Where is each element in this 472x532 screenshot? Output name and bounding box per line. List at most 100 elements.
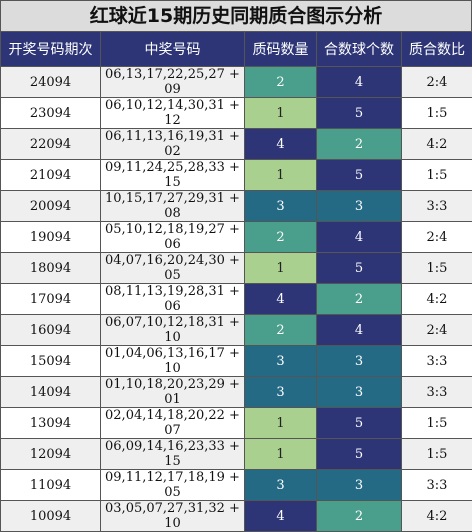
numbers-cell: 06,13,17,22,25,27 + 09	[101, 67, 245, 98]
numbers-cell: 02,04,14,18,20,22 + 07	[101, 408, 245, 439]
composite-count-cell: 5	[317, 408, 402, 439]
issue-cell: 14094	[1, 377, 101, 408]
issue-cell: 11094	[1, 470, 101, 501]
issue-cell: 17094	[1, 284, 101, 315]
ratio-cell: 2:4	[402, 67, 472, 98]
prime-count-cell: 1	[245, 98, 317, 129]
issue-cell: 23094	[1, 98, 101, 129]
composite-count-cell: 3	[317, 346, 402, 377]
prime-count-cell: 4	[245, 284, 317, 315]
numbers-cell: 01,04,06,13,16,17 + 10	[101, 346, 245, 377]
numbers-cell: 09,11,24,25,28,33 + 15	[101, 160, 245, 191]
numbers-cell: 01,10,18,20,23,29 + 01	[101, 377, 245, 408]
numbers-cell: 05,10,12,18,19,27 + 06	[101, 222, 245, 253]
ratio-cell: 2:4	[402, 315, 472, 346]
issue-cell: 13094	[1, 408, 101, 439]
numbers-cell: 06,10,12,14,30,31 + 12	[101, 98, 245, 129]
numbers-cell: 10,15,17,27,29,31 + 08	[101, 191, 245, 222]
header-prime-count: 质码数量	[245, 32, 317, 67]
prime-count-cell: 4	[245, 129, 317, 160]
header-issue: 开奖号码期次	[1, 32, 101, 67]
composite-count-cell: 5	[317, 160, 402, 191]
numbers-cell: 08,11,13,19,28,31 + 06	[101, 284, 245, 315]
header-ratio: 质合数比	[402, 32, 472, 67]
prime-count-cell: 1	[245, 439, 317, 470]
prime-count-cell: 4	[245, 501, 317, 532]
composite-count-cell: 2	[317, 129, 402, 160]
issue-cell: 15094	[1, 346, 101, 377]
ratio-cell: 3:3	[402, 346, 472, 377]
ratio-cell: 3:3	[402, 377, 472, 408]
issue-cell: 20094	[1, 191, 101, 222]
issue-cell: 10094	[1, 501, 101, 532]
prime-count-cell: 2	[245, 67, 317, 98]
header-numbers: 中奖号码	[101, 32, 245, 67]
numbers-cell: 06,07,10,12,18,31 + 10	[101, 315, 245, 346]
numbers-cell: 03,05,07,27,31,32 + 10	[101, 501, 245, 532]
issue-cell: 16094	[1, 315, 101, 346]
prime-count-cell: 3	[245, 470, 317, 501]
composite-count-cell: 2	[317, 284, 402, 315]
ratio-cell: 4:2	[402, 501, 472, 532]
numbers-cell: 06,09,14,16,23,33 + 15	[101, 439, 245, 470]
numbers-cell: 09,11,12,17,18,19 + 05	[101, 470, 245, 501]
header-composite-count: 合数球个数	[317, 32, 402, 67]
page-title: 红球近15期历史同期质合图示分析	[0, 0, 472, 31]
composite-count-cell: 2	[317, 501, 402, 532]
ratio-cell: 1:5	[402, 160, 472, 191]
composite-count-cell: 4	[317, 222, 402, 253]
composite-count-cell: 3	[317, 191, 402, 222]
prime-count-cell: 3	[245, 377, 317, 408]
prime-count-cell: 2	[245, 315, 317, 346]
composite-count-cell: 3	[317, 470, 402, 501]
composite-count-cell: 4	[317, 67, 402, 98]
issue-cell: 19094	[1, 222, 101, 253]
issue-cell: 12094	[1, 439, 101, 470]
prime-count-cell: 3	[245, 346, 317, 377]
composite-count-cell: 3	[317, 377, 402, 408]
composite-count-cell: 4	[317, 315, 402, 346]
ratio-cell: 4:2	[402, 129, 472, 160]
composite-count-cell: 5	[317, 98, 402, 129]
composite-count-cell: 5	[317, 439, 402, 470]
prime-count-cell: 3	[245, 191, 317, 222]
ratio-cell: 1:5	[402, 98, 472, 129]
ratio-cell: 4:2	[402, 284, 472, 315]
numbers-cell: 06,11,13,16,19,31 + 02	[101, 129, 245, 160]
ratio-cell: 1:5	[402, 408, 472, 439]
ratio-cell: 1:5	[402, 439, 472, 470]
prime-count-cell: 1	[245, 253, 317, 284]
ratio-cell: 2:4	[402, 222, 472, 253]
prime-count-cell: 2	[245, 222, 317, 253]
issue-cell: 24094	[1, 67, 101, 98]
prime-count-cell: 1	[245, 408, 317, 439]
issue-cell: 22094	[1, 129, 101, 160]
prime-count-cell: 1	[245, 160, 317, 191]
ratio-cell: 3:3	[402, 470, 472, 501]
ratio-cell: 3:3	[402, 191, 472, 222]
ratio-cell: 1:5	[402, 253, 472, 284]
composite-count-cell: 5	[317, 253, 402, 284]
numbers-cell: 04,07,16,20,24,30 + 05	[101, 253, 245, 284]
issue-cell: 18094	[1, 253, 101, 284]
issue-cell: 21094	[1, 160, 101, 191]
header-row: 开奖号码期次 中奖号码 质码数量 合数球个数 质合数比	[1, 32, 472, 67]
